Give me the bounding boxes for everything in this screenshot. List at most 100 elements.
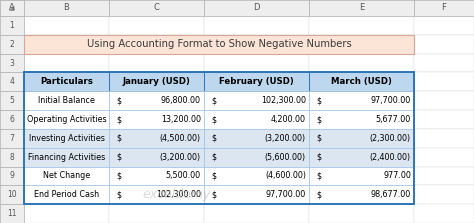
Text: E: E bbox=[359, 4, 364, 12]
Bar bbox=[109, 0, 204, 16]
Bar bbox=[0, 0, 24, 16]
Bar bbox=[204, 110, 309, 129]
Bar bbox=[204, 167, 309, 185]
Bar bbox=[109, 110, 204, 129]
Bar bbox=[109, 91, 204, 110]
Text: Net Change: Net Change bbox=[43, 171, 90, 180]
Bar bbox=[204, 148, 309, 167]
Text: $: $ bbox=[316, 134, 321, 143]
Text: 13,200.00: 13,200.00 bbox=[161, 115, 201, 124]
Bar bbox=[204, 72, 309, 91]
Text: $: $ bbox=[116, 134, 121, 143]
Text: 4: 4 bbox=[9, 77, 14, 86]
Text: 102,300.00: 102,300.00 bbox=[261, 96, 306, 105]
Text: 2: 2 bbox=[9, 40, 14, 49]
Text: 7: 7 bbox=[9, 134, 14, 143]
Text: 977.00: 977.00 bbox=[383, 171, 411, 180]
Text: End Period Cash: End Period Cash bbox=[34, 190, 99, 199]
Bar bbox=[309, 167, 414, 185]
Bar bbox=[109, 148, 204, 167]
Bar bbox=[24, 91, 109, 110]
Bar bbox=[24, 148, 109, 167]
Bar bbox=[109, 110, 204, 129]
Bar bbox=[414, 167, 474, 185]
Bar bbox=[109, 129, 204, 148]
Bar bbox=[109, 54, 204, 72]
Bar bbox=[24, 72, 109, 91]
Bar bbox=[414, 110, 474, 129]
Bar bbox=[109, 148, 204, 167]
Bar bbox=[414, 72, 474, 91]
Bar bbox=[309, 204, 414, 223]
Bar bbox=[204, 204, 309, 223]
Bar bbox=[109, 16, 204, 35]
Text: 5,500.00: 5,500.00 bbox=[166, 171, 201, 180]
Bar bbox=[24, 185, 109, 204]
Bar bbox=[309, 91, 414, 110]
Bar bbox=[109, 35, 204, 54]
Text: $: $ bbox=[316, 153, 321, 162]
Text: Financing Activities: Financing Activities bbox=[28, 153, 105, 162]
Text: 6: 6 bbox=[9, 115, 14, 124]
Bar bbox=[309, 148, 414, 167]
Text: $: $ bbox=[316, 96, 321, 105]
Text: 11: 11 bbox=[7, 209, 17, 218]
Bar bbox=[309, 72, 414, 91]
Text: $: $ bbox=[316, 190, 321, 199]
Bar bbox=[309, 110, 414, 129]
Bar bbox=[0, 129, 24, 148]
Bar bbox=[24, 72, 109, 91]
Text: $: $ bbox=[316, 171, 321, 180]
Bar bbox=[309, 185, 414, 204]
Text: $: $ bbox=[211, 171, 216, 180]
Bar bbox=[414, 0, 474, 16]
Bar bbox=[109, 91, 204, 110]
Text: 97,700.00: 97,700.00 bbox=[266, 190, 306, 199]
Bar bbox=[0, 72, 24, 91]
Bar bbox=[204, 35, 309, 54]
Text: (3,200.00): (3,200.00) bbox=[265, 134, 306, 143]
Bar bbox=[109, 167, 204, 185]
Text: $: $ bbox=[116, 153, 121, 162]
Bar bbox=[24, 35, 109, 54]
Bar bbox=[24, 167, 109, 185]
Text: Initial Balance: Initial Balance bbox=[38, 96, 95, 105]
Bar bbox=[414, 35, 474, 54]
Bar bbox=[309, 129, 414, 148]
Text: $: $ bbox=[316, 115, 321, 124]
Text: Operating Activities: Operating Activities bbox=[27, 115, 106, 124]
Bar bbox=[204, 129, 309, 148]
Bar bbox=[309, 16, 414, 35]
Text: $: $ bbox=[211, 96, 216, 105]
Bar bbox=[204, 0, 309, 16]
Bar bbox=[0, 35, 24, 54]
Bar bbox=[0, 0, 24, 16]
Text: (4,500.00): (4,500.00) bbox=[160, 134, 201, 143]
Bar bbox=[0, 185, 24, 204]
Text: 96,800.00: 96,800.00 bbox=[161, 96, 201, 105]
Bar bbox=[24, 91, 109, 110]
Text: exceldemy: exceldemy bbox=[142, 188, 210, 201]
Bar bbox=[24, 110, 109, 129]
Text: B: B bbox=[64, 4, 69, 12]
Bar bbox=[204, 148, 309, 167]
Bar bbox=[24, 0, 109, 16]
Text: 98,677.00: 98,677.00 bbox=[371, 190, 411, 199]
Text: $: $ bbox=[211, 134, 216, 143]
Text: Using Accounting Format to Show Negative Numbers: Using Accounting Format to Show Negative… bbox=[87, 39, 351, 49]
Bar bbox=[414, 185, 474, 204]
Text: January (USD): January (USD) bbox=[123, 77, 191, 86]
Bar bbox=[0, 167, 24, 185]
Text: $: $ bbox=[211, 190, 216, 199]
Bar bbox=[0, 16, 24, 35]
Text: Investing Activities: Investing Activities bbox=[28, 134, 104, 143]
Bar bbox=[309, 35, 414, 54]
Bar bbox=[24, 129, 109, 148]
Bar bbox=[204, 110, 309, 129]
Bar bbox=[309, 0, 414, 16]
Text: (2,300.00): (2,300.00) bbox=[370, 134, 411, 143]
Bar bbox=[0, 54, 24, 72]
Text: C: C bbox=[154, 4, 159, 12]
Text: F: F bbox=[442, 4, 447, 12]
Text: $: $ bbox=[116, 96, 121, 105]
